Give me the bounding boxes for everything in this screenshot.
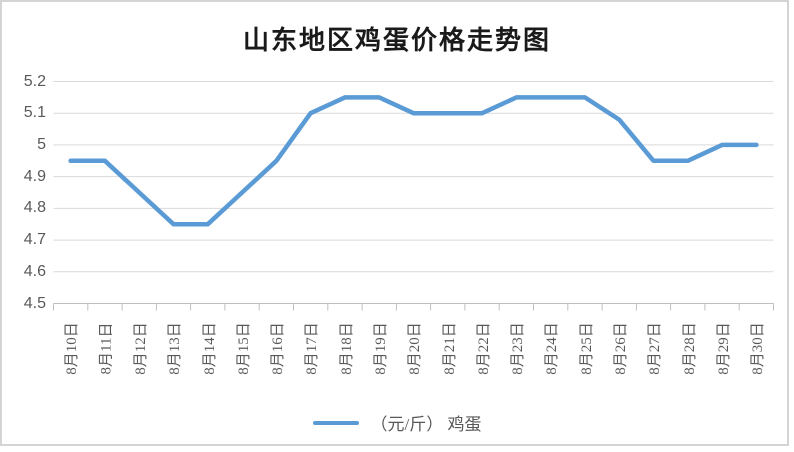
y-axis-label: 4.7 xyxy=(23,231,46,249)
price-line xyxy=(68,95,759,227)
y-axis-label: 4.6 xyxy=(23,262,46,280)
y-axis-label: 4.9 xyxy=(23,167,46,185)
chart-title: 山东地区鸡蛋价格走势图 xyxy=(242,26,551,55)
legend: （元/斤） 鸡蛋 xyxy=(0,410,794,435)
x-axis-label: 8月30日 xyxy=(716,308,794,388)
y-axis-label: 4.8 xyxy=(23,199,46,217)
legend-line-swatch xyxy=(312,420,359,425)
y-axis-label: 5.2 xyxy=(23,72,46,90)
y-axis-label: 5 xyxy=(37,135,46,153)
y-axis-label: 4.5 xyxy=(23,294,46,312)
legend-series-label: （元/斤） 鸡蛋 xyxy=(370,415,482,434)
x-axis-label-text: 8月30日 xyxy=(749,321,766,375)
y-axis-label: 5.1 xyxy=(23,104,46,122)
